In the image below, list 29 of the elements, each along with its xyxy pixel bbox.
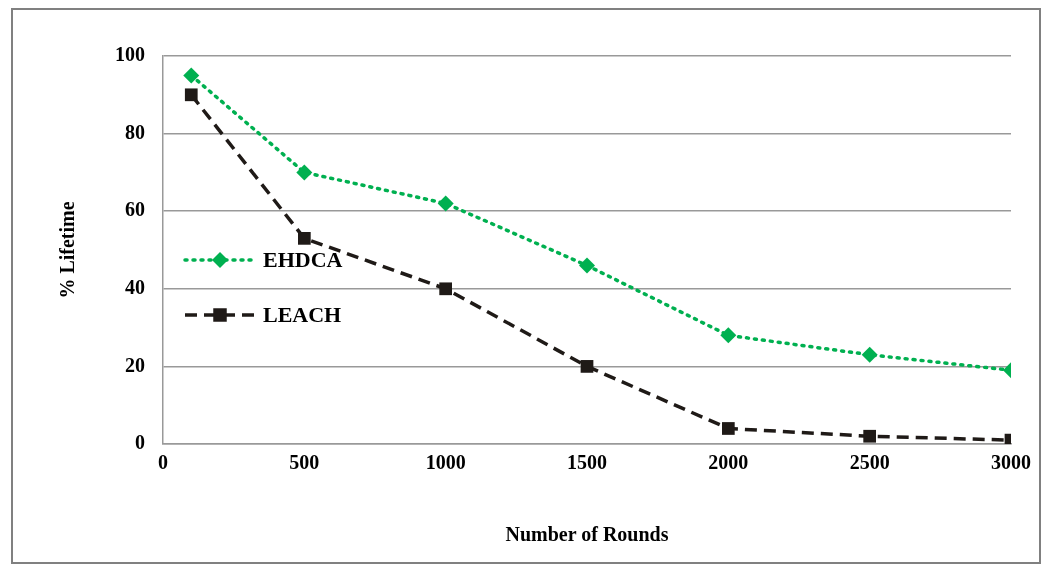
- point: [721, 422, 735, 435]
- point: [720, 327, 737, 344]
- x-tick-label: 0: [158, 451, 168, 474]
- x-axis-title: Number of Rounds: [505, 523, 669, 546]
- legend-label: LEACH: [263, 301, 342, 327]
- y-tick-label: 40: [125, 275, 145, 298]
- point: [439, 282, 453, 296]
- point: [861, 346, 878, 363]
- point: [580, 360, 594, 373]
- x-tick-label: 2500: [849, 451, 890, 474]
- x-tick-label: 3000: [991, 451, 1031, 474]
- y-tick-label: 60: [125, 198, 145, 221]
- point: [184, 88, 198, 102]
- y-tick-label: 0: [135, 431, 145, 454]
- point: [296, 164, 313, 181]
- point: [437, 195, 454, 212]
- point: [579, 257, 595, 274]
- x-tick-label: 2000: [708, 451, 749, 474]
- x-tick-label: 1000: [425, 451, 466, 474]
- y-axis-title: % Lifetime: [56, 201, 79, 299]
- y-tick-label: 100: [115, 43, 145, 66]
- legend-label: EHDCA: [263, 246, 343, 272]
- x-tick-label: 1500: [567, 451, 607, 474]
- y-tick-label: 80: [125, 120, 145, 143]
- y-tick-label: 20: [125, 353, 145, 376]
- x-tick-label: 500: [289, 451, 320, 474]
- point: [863, 429, 877, 443]
- point: [297, 232, 311, 245]
- point: [183, 67, 200, 84]
